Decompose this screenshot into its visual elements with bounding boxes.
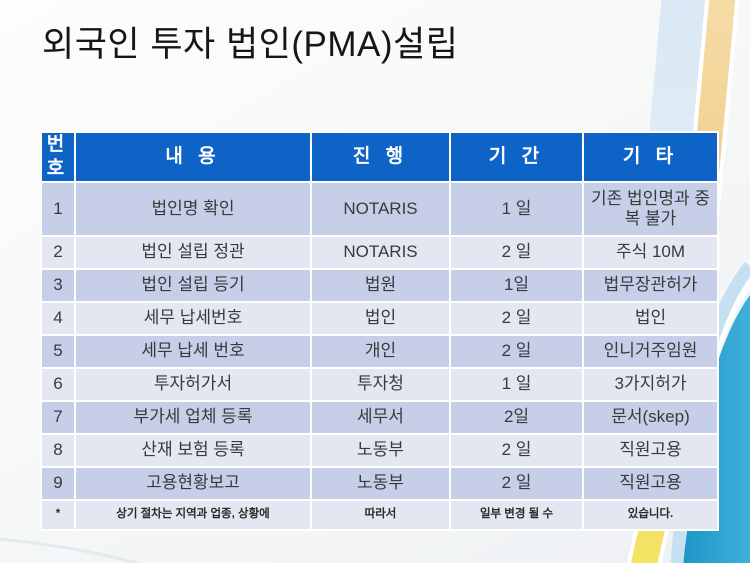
table-row: 5 세무 납세 번호 개인 2 일 인니거주임원 bbox=[42, 336, 717, 367]
cell-no: 8 bbox=[42, 435, 74, 466]
table-row: 9 고용현황보고 노동부 2 일 직원고용 bbox=[42, 468, 717, 499]
cell-content: 부가세 업체 등록 bbox=[76, 402, 310, 433]
col-header-agency: 진 행 bbox=[312, 133, 449, 181]
cell-duration: 2일 bbox=[451, 402, 582, 433]
table-footnote-row: * 상기 절차는 지역과 업종, 상황에 따라서 일부 변경 될 수 있습니다. bbox=[42, 501, 717, 529]
cell-duration: 1 일 bbox=[451, 183, 582, 235]
cell-content: 산재 보험 등록 bbox=[76, 435, 310, 466]
cell-agency: 법인 bbox=[312, 303, 449, 334]
cell-duration: 2 일 bbox=[451, 237, 582, 268]
cell-no: 7 bbox=[42, 402, 74, 433]
slide-title: 외국인 투자 법인(PMA)설립 bbox=[42, 25, 459, 64]
table-row: 6 투자허가서 투자청 1 일 3가지허가 bbox=[42, 369, 717, 400]
cell-note: 법무장관허가 bbox=[584, 270, 717, 301]
cell-agency: 법원 bbox=[312, 270, 449, 301]
cell-note: 3가지허가 bbox=[584, 369, 717, 400]
cell-no: 1 bbox=[42, 183, 74, 235]
cell-content: 세무 납세 번호 bbox=[76, 336, 310, 367]
table-row: 4 세무 납세번호 법인 2 일 법인 bbox=[42, 303, 717, 334]
col-header-no: 번호 bbox=[42, 133, 74, 181]
cell-no: 4 bbox=[42, 303, 74, 334]
bottomleft-curve bbox=[0, 537, 143, 563]
cell-agency: NOTARIS bbox=[312, 237, 449, 268]
procedure-table: 번호 내 용 진 행 기 간 기 타 1 법인명 확인 NOTARIS 1 일 … bbox=[40, 131, 719, 531]
cell-no: 9 bbox=[42, 468, 74, 499]
cell-duration: 2 일 bbox=[451, 468, 582, 499]
cell-duration: 일부 변경 될 수 bbox=[451, 501, 582, 529]
table-row: 2 법인 설립 정관 NOTARIS 2 일 주식 10M bbox=[42, 237, 717, 268]
cell-duration: 1일 bbox=[451, 270, 582, 301]
cell-duration: 2 일 bbox=[451, 435, 582, 466]
cell-content: 상기 절차는 지역과 업종, 상황에 bbox=[76, 501, 310, 529]
cell-note: 문서(skep) bbox=[584, 402, 717, 433]
cell-content: 법인 설립 등기 bbox=[76, 270, 310, 301]
cell-agency: 노동부 bbox=[312, 435, 449, 466]
cell-note: 법인 bbox=[584, 303, 717, 334]
cell-note: 있습니다. bbox=[584, 501, 717, 529]
table-row: 8 산재 보험 등록 노동부 2 일 직원고용 bbox=[42, 435, 717, 466]
cell-no: 2 bbox=[42, 237, 74, 268]
header-row: 번호 내 용 진 행 기 간 기 타 bbox=[42, 133, 717, 181]
cell-no: 6 bbox=[42, 369, 74, 400]
cell-content: 세무 납세번호 bbox=[76, 303, 310, 334]
cell-agency: 노동부 bbox=[312, 468, 449, 499]
cell-note: 주식 10M bbox=[584, 237, 717, 268]
cell-agency: NOTARIS bbox=[312, 183, 449, 235]
cell-no: 3 bbox=[42, 270, 74, 301]
cell-content: 고용현황보고 bbox=[76, 468, 310, 499]
col-header-duration: 기 간 bbox=[451, 133, 582, 181]
table-row: 1 법인명 확인 NOTARIS 1 일 기존 법인명과 중복 불가 bbox=[42, 183, 717, 235]
cell-note: 직원고용 bbox=[584, 468, 717, 499]
cell-content: 법인명 확인 bbox=[76, 183, 310, 235]
table-row: 3 법인 설립 등기 법원 1일 법무장관허가 bbox=[42, 270, 717, 301]
cell-content: 투자허가서 bbox=[76, 369, 310, 400]
cell-duration: 2 일 bbox=[451, 303, 582, 334]
col-header-content: 내 용 bbox=[76, 133, 310, 181]
cell-agency: 따라서 bbox=[312, 501, 449, 529]
cell-content: 법인 설립 정관 bbox=[76, 237, 310, 268]
cell-duration: 1 일 bbox=[451, 369, 582, 400]
cell-no: 5 bbox=[42, 336, 74, 367]
cell-agency: 개인 bbox=[312, 336, 449, 367]
cell-agency: 세무서 bbox=[312, 402, 449, 433]
col-header-note: 기 타 bbox=[584, 133, 717, 181]
cell-note: 직원고용 bbox=[584, 435, 717, 466]
cell-no: * bbox=[42, 501, 74, 529]
cell-note: 인니거주임원 bbox=[584, 336, 717, 367]
cell-duration: 2 일 bbox=[451, 336, 582, 367]
cell-agency: 투자청 bbox=[312, 369, 449, 400]
cell-note: 기존 법인명과 중복 불가 bbox=[584, 183, 717, 235]
table-row: 7 부가세 업체 등록 세무서 2일 문서(skep) bbox=[42, 402, 717, 433]
